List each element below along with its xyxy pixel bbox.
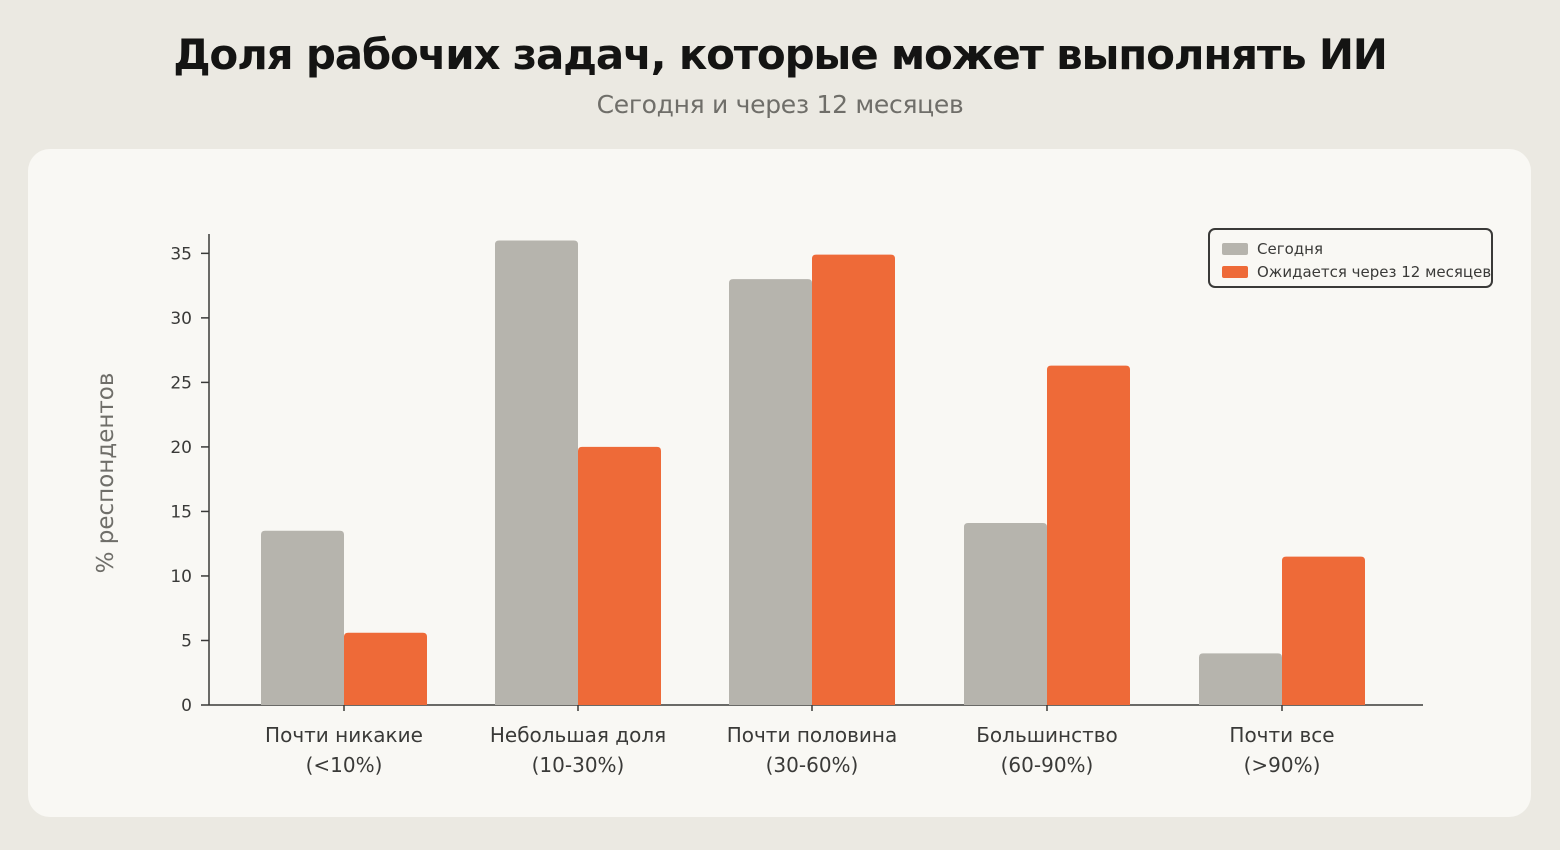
y-tick-label: 30 <box>170 309 192 329</box>
bar-expected <box>1282 556 1365 705</box>
legend-swatch-expected <box>1222 266 1248 278</box>
bar-expected <box>578 446 661 705</box>
x-tick-label: (60-90%) <box>1001 753 1094 777</box>
x-tick-label: (>90%) <box>1244 753 1321 777</box>
x-tick-label: Почти никакие <box>265 723 423 747</box>
bar-expected <box>1047 365 1130 705</box>
legend-label-today: Сегодня <box>1257 240 1323 258</box>
x-tick-label: (10-30%) <box>532 753 625 777</box>
y-tick-label: 15 <box>170 502 192 522</box>
bar-expected <box>344 632 427 705</box>
legend-label-expected: Ожидается через 12 месяцев <box>1257 263 1492 281</box>
legend-swatch-today <box>1222 243 1248 255</box>
bar-today <box>495 240 578 705</box>
y-axis-label: % респондентов <box>93 373 119 574</box>
x-tick-label: Большинство <box>976 723 1118 747</box>
bar-today <box>1199 653 1282 705</box>
x-tick-label: (<10%) <box>306 753 383 777</box>
x-tick-label: Почти половина <box>727 723 898 747</box>
bar-today <box>964 523 1047 705</box>
y-tick-label: 20 <box>170 438 192 458</box>
x-tick-label: Почти все <box>1229 723 1334 747</box>
bar-today <box>261 530 344 705</box>
y-tick-label: 10 <box>170 567 192 587</box>
x-tick-labels: Почти никакие (<10%) Небольшая доля (10-30%… <box>265 705 1335 777</box>
chart-title: Доля рабочих задач, которые может выполн… <box>173 30 1388 79</box>
y-tick-label: 0 <box>181 696 192 716</box>
y-tick-label: 5 <box>181 631 192 651</box>
chart-legend: Сегодня Ожидается через 12 месяцев <box>1208 228 1493 288</box>
bars <box>261 240 1365 705</box>
x-tick-label: (30-60%) <box>766 753 859 777</box>
bar-today <box>729 279 812 705</box>
y-axis: 0 5 10 15 20 25 30 35 <box>170 234 210 716</box>
chart-subtitle: Сегодня и через 12 месяцев <box>596 90 964 119</box>
y-tick-label: 35 <box>170 244 192 264</box>
bar-expected <box>812 254 895 705</box>
legend-item-expected: Ожидается через 12 месяцев <box>1222 262 1491 282</box>
y-tick-label: 25 <box>170 373 192 393</box>
x-tick-label: Небольшая доля <box>490 723 666 747</box>
legend-item-today: Сегодня <box>1222 239 1323 259</box>
